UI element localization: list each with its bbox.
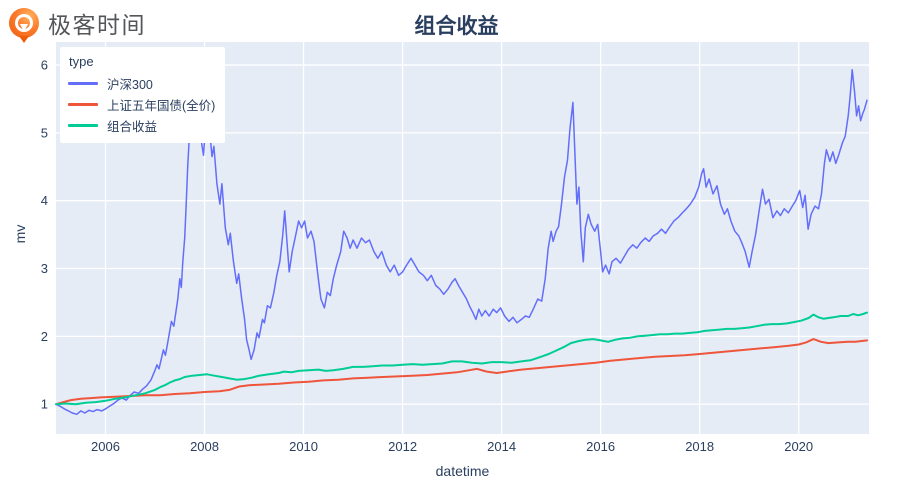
geektime-q-icon bbox=[9, 8, 39, 43]
y-tick-label: 3 bbox=[41, 261, 48, 276]
legend-title: type bbox=[69, 54, 94, 69]
legend-label: 上证五年国债(全价) bbox=[107, 99, 216, 113]
x-tick-label: 2006 bbox=[91, 439, 120, 454]
x-axis-title: datetime bbox=[435, 463, 490, 479]
y-tick-label: 2 bbox=[41, 329, 48, 344]
legend-swatch-bond5y bbox=[68, 103, 98, 106]
logo-tail bbox=[19, 36, 29, 43]
x-tick-label: 2020 bbox=[784, 439, 813, 454]
legend-item-bond5y[interactable]: 上证五年国债(全价) bbox=[68, 94, 215, 115]
x-tick-label: 2010 bbox=[289, 439, 318, 454]
series-line-portfolio[interactable] bbox=[55, 311, 868, 406]
legend-label: 沪深300 bbox=[107, 78, 153, 92]
y-tick-label: 4 bbox=[41, 193, 48, 208]
legend-item-portfolio[interactable]: 组合收益 bbox=[68, 115, 215, 136]
y-axis-title: mv bbox=[12, 224, 28, 244]
chart-title: 组合收益 bbox=[414, 15, 499, 38]
x-tick-label: 2012 bbox=[388, 439, 417, 454]
legend-label: 组合收益 bbox=[107, 120, 158, 134]
legend-item-hs300[interactable]: 沪深300 bbox=[68, 73, 215, 94]
x-tick-label: 2014 bbox=[487, 439, 516, 454]
legend-swatch-hs300 bbox=[68, 82, 98, 85]
logo-arrow bbox=[20, 24, 28, 32]
geektime-logo-text: 极客时间 bbox=[48, 12, 146, 38]
legend-swatch-portfolio bbox=[68, 124, 98, 127]
y-tick-label: 1 bbox=[41, 397, 48, 412]
legend: type 沪深300 上证五年国债(全价) 组合收益 bbox=[60, 47, 226, 143]
geektime-logo[interactable]: 极客时间 bbox=[9, 6, 146, 43]
y-tick-label: 6 bbox=[41, 58, 48, 73]
x-tick-label: 2016 bbox=[586, 439, 615, 454]
x-tick-label: 2018 bbox=[685, 439, 714, 454]
y-tick-label: 5 bbox=[41, 125, 48, 140]
series-line-bond5y[interactable] bbox=[55, 338, 868, 406]
x-tick-label: 2008 bbox=[190, 439, 219, 454]
